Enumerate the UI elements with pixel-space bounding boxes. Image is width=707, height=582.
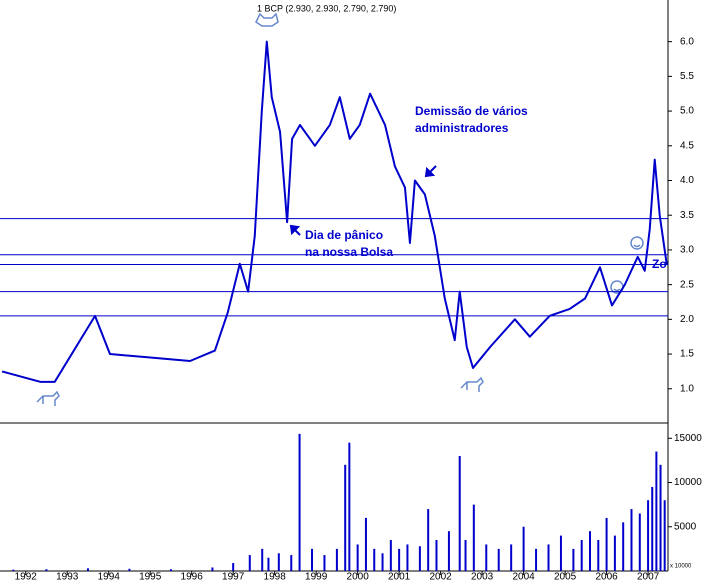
- volume-bar: [169, 569, 172, 571]
- volume-bar: [86, 568, 89, 571]
- x-tick-label: 1994: [98, 572, 121, 582]
- volume-bar: [522, 526, 525, 571]
- volume-bar: [373, 548, 376, 571]
- volume-bar: [381, 553, 384, 571]
- volume-bar: [298, 433, 301, 571]
- volume-bar: [128, 568, 131, 571]
- volume-bar: [630, 509, 633, 571]
- x-tick-label: 2000: [347, 572, 370, 582]
- y-tick-label: 3.5: [680, 210, 694, 221]
- volume-bar: [12, 569, 15, 571]
- x-tick-label: 1993: [56, 572, 79, 582]
- annotation: Dia de pânico: [305, 228, 383, 242]
- volume-bar: [647, 500, 650, 571]
- y-tick-label: 3.0: [680, 245, 694, 256]
- volume-bar: [472, 504, 475, 571]
- y-tick-label: 1.5: [680, 349, 694, 360]
- volume-bar: [497, 548, 500, 571]
- volume-bar: [418, 546, 421, 571]
- x-tick-label: 1999: [305, 572, 328, 582]
- icons: [36, 12, 644, 406]
- annotation: administradores: [415, 121, 509, 135]
- volume-bar: [622, 522, 625, 571]
- volume-unit: x 10000: [670, 564, 692, 570]
- volume-bar: [398, 548, 401, 571]
- y-tick-label: 2.0: [680, 314, 694, 325]
- chart-title: 1 BCP (2.930, 2.930, 2.790, 2.790): [257, 3, 396, 13]
- x-tick-label: 2002: [430, 572, 453, 582]
- annotation: na nossa Bolsa: [305, 245, 393, 259]
- volume-bar: [364, 517, 367, 571]
- x-tick-label: 2006: [595, 572, 618, 582]
- y-tick-label: 4.5: [680, 140, 694, 151]
- volume-tick-label: 10000: [674, 477, 702, 488]
- volume-bar: [311, 548, 314, 571]
- volume-bar: [45, 569, 48, 571]
- volume-bar: [261, 548, 264, 571]
- volume-bar: [572, 548, 575, 571]
- x-tick-label: 2005: [554, 572, 577, 582]
- volume-bar: [435, 540, 438, 571]
- volume-bar: [389, 540, 392, 571]
- arrows: [289, 165, 437, 236]
- volume-bar: [638, 513, 641, 571]
- x-tick-label: 2007: [637, 572, 660, 582]
- volume-bar: [344, 464, 347, 571]
- volume-bar: [464, 540, 467, 571]
- y-tick-label: 6.0: [680, 36, 694, 47]
- volume-bar: [267, 557, 270, 571]
- volume-bar: [290, 555, 293, 571]
- annotation: Demissão de vários: [415, 104, 528, 118]
- y-tick-label: 5.0: [680, 106, 694, 117]
- volume-bar: [348, 442, 351, 571]
- volume-bar: [613, 535, 616, 571]
- volume-bar: [588, 531, 591, 571]
- volume-bar: [406, 544, 409, 571]
- y-tick-label: 1.0: [680, 383, 694, 394]
- volume-bar: [323, 555, 326, 571]
- volume-bar: [248, 555, 251, 571]
- volume-bar: [211, 567, 214, 571]
- volume-tick-label: 5000: [674, 521, 697, 532]
- x-tick-label: 2003: [471, 572, 494, 582]
- volume-bar: [580, 540, 583, 571]
- volume-bar: [485, 544, 488, 571]
- x-tick-label: 1997: [222, 572, 245, 582]
- y-tick-label: 2.5: [680, 279, 694, 290]
- volume-bar: [605, 517, 608, 571]
- volume-bar: [458, 455, 461, 571]
- volume-bar: [597, 540, 600, 571]
- volume-bar: [651, 486, 654, 571]
- x-tick-label: 1995: [139, 572, 162, 582]
- volume-bar: [356, 544, 359, 571]
- x-tick-label: 1996: [181, 572, 204, 582]
- volume-bar: [547, 544, 550, 571]
- price-line: [1, 40, 668, 383]
- x-tick-label: 2004: [512, 572, 535, 582]
- volume-bar: [559, 535, 562, 571]
- volume-bar: [447, 531, 450, 571]
- volume-bar: [427, 509, 430, 571]
- volume-bar: [510, 544, 513, 571]
- x-tick-label: 1992: [15, 572, 38, 582]
- volume-bar: [277, 553, 280, 571]
- volume-bar: [663, 500, 666, 571]
- volume-bar: [655, 451, 658, 571]
- volume-tick-label: 15000: [674, 433, 702, 444]
- volume-bar: [659, 464, 662, 571]
- y-tick-label: 4.0: [680, 175, 694, 186]
- y-tick-label: 5.5: [680, 71, 694, 82]
- volume-bar: [335, 548, 338, 571]
- x-tick-label: 2001: [388, 572, 411, 582]
- volume-bar: [232, 563, 235, 571]
- x-tick-label: 1998: [264, 572, 287, 582]
- volume-bar: [535, 548, 538, 571]
